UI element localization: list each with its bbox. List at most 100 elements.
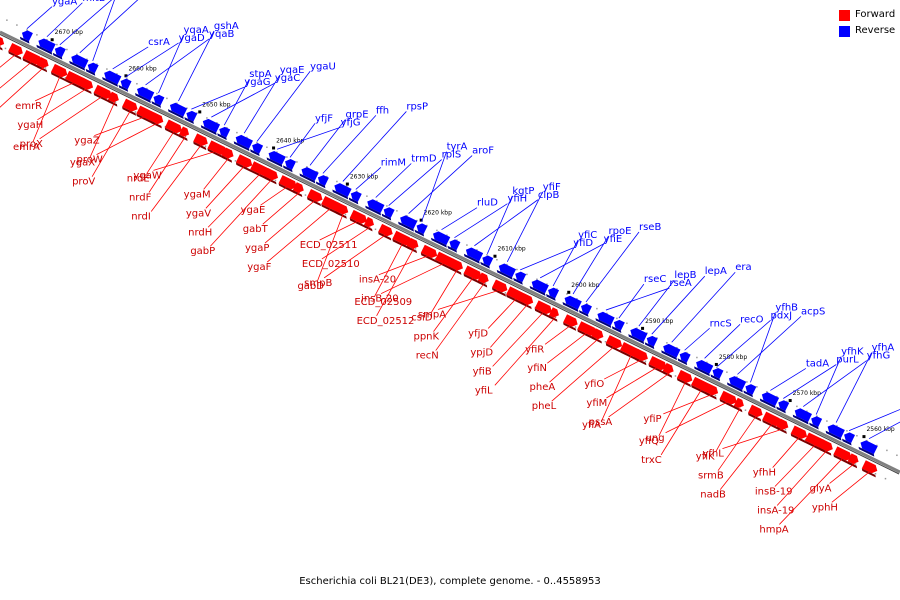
- gene-yfip-body: [705, 383, 719, 396]
- gene-yqab-shadow: [135, 93, 151, 103]
- gene-ygam-shadow: [221, 155, 233, 163]
- gene-lepb-shadow: [628, 334, 645, 345]
- leader-yfhl: [722, 428, 785, 449]
- gene-csra-shadow: [102, 76, 118, 87]
- scale-dot: [556, 288, 558, 290]
- gene-yfir: [563, 314, 578, 331]
- gene-reco-body: [696, 360, 714, 374]
- gene-ygaa-body: [21, 30, 33, 42]
- gene-nrde: [164, 119, 183, 138]
- gene-yfin-body: [577, 321, 597, 336]
- gene-yfjg-body: [268, 151, 286, 165]
- tick-mark: [641, 326, 645, 330]
- label-ygaa: ygaA: [52, 0, 77, 8]
- label-phel: pheL: [532, 401, 557, 412]
- gene-rncs-body: [679, 351, 691, 363]
- leader-yfic: [552, 239, 579, 287]
- leader-alas: [79, 0, 139, 54]
- scale-dot: [666, 342, 668, 344]
- tick-mark: [714, 362, 718, 366]
- tick-mark: [567, 290, 571, 294]
- gene-yfhb: [743, 384, 757, 398]
- scale-dot: [276, 151, 278, 153]
- leader-insb-20: [380, 261, 448, 295]
- tick-label: 2590 kbp: [645, 318, 673, 325]
- gene-yphh-body: [861, 460, 878, 474]
- gene-ypjd: [520, 293, 534, 310]
- scale-dot: [636, 327, 638, 329]
- gene-yfid: [513, 271, 527, 285]
- gene-arof-shadow: [398, 221, 414, 232]
- gene-lepb-body: [630, 327, 648, 342]
- tick-2620-kbp: 2620 kbp: [419, 210, 452, 222]
- label-yfio: yfiO: [584, 379, 604, 390]
- label-ecd-02509: ECD_02509: [354, 297, 412, 308]
- gene-yqaa-body: [153, 94, 165, 106]
- scale-dot: [434, 257, 437, 260]
- gene-pdxj-body: [712, 368, 724, 379]
- leader-ffh: [322, 115, 377, 174]
- leader-kgtp: [486, 195, 513, 254]
- gene-yfil: [548, 307, 559, 322]
- scale-dot: [516, 268, 518, 271]
- leader-rseb: [585, 231, 640, 303]
- scale-dot: [426, 224, 428, 227]
- gene-yfio-shadow: [634, 357, 647, 366]
- leader-recx: [92, 0, 115, 62]
- gene-yfhg-shadow: [792, 414, 809, 425]
- gene-yfie: [529, 279, 549, 296]
- label-gabd: gabD: [297, 281, 324, 292]
- leader-ygap: [264, 198, 317, 244]
- gene-prox-body: [93, 84, 112, 99]
- label-yqaa: yqaA: [183, 25, 208, 36]
- scale-dot: [496, 258, 498, 261]
- gene-pdxj-shadow: [710, 374, 721, 382]
- gene-nrdi-shadow: [193, 141, 207, 151]
- leader-ygag: [191, 86, 245, 110]
- gene-recx-shadow: [85, 68, 96, 76]
- gene-ygaz-body: [136, 105, 157, 121]
- gene-gabp-body: [264, 168, 279, 181]
- gene-ung-body: [719, 390, 737, 405]
- gene-ygac-body: [202, 118, 221, 133]
- tick-label: 2610 kbp: [497, 246, 525, 253]
- gene-nrdi-body: [193, 133, 208, 146]
- gene-insb-20-body: [435, 251, 456, 268]
- scale-dot: [56, 43, 58, 46]
- label-stpa: stpA: [249, 69, 271, 80]
- scale-dot: [756, 386, 758, 388]
- tick-2630-kbp: 2630 kbp: [345, 174, 378, 186]
- gene-rpsp-shadow: [332, 189, 349, 200]
- gene-ecd-02511: [349, 209, 367, 228]
- leader-yfjf: [289, 123, 316, 158]
- gene-rsec: [611, 319, 625, 333]
- leader-ypjd: [490, 303, 529, 348]
- scale-dot: [16, 24, 18, 26]
- tick-mark: [862, 435, 866, 439]
- leader-yphg: [868, 421, 900, 440]
- leader-ung: [665, 400, 731, 434]
- leader-trmd: [375, 163, 412, 198]
- scale-dot: [796, 405, 798, 408]
- label-ecd-02511: ECD_02511: [300, 240, 358, 251]
- gene-insb-20: [435, 251, 456, 272]
- label-tyra: tyrA: [447, 142, 468, 153]
- scale-dot: [504, 292, 507, 294]
- leader-phea: [549, 337, 600, 383]
- label-ygac: ygaC: [275, 73, 300, 84]
- gene-srmb: [748, 404, 763, 422]
- gene-rpsp: [332, 183, 352, 200]
- scale-dot: [406, 214, 408, 217]
- gene-insa-20-body: [420, 244, 438, 259]
- gene-glnb-shadow: [842, 438, 852, 446]
- gene-srmb-body: [748, 404, 763, 418]
- gene-kgtp-shadow: [480, 261, 490, 269]
- label-yfjd: yfjD: [468, 328, 488, 339]
- label-rlud: rluD: [477, 198, 498, 209]
- leader-phel: [551, 344, 617, 402]
- gene-insa-20-shadow: [420, 252, 436, 263]
- gene-rlud-body: [433, 231, 451, 246]
- gene-ecd-02511-shadow: [349, 217, 366, 228]
- scale-dot: [386, 205, 388, 207]
- leader-nrdi: [150, 143, 203, 212]
